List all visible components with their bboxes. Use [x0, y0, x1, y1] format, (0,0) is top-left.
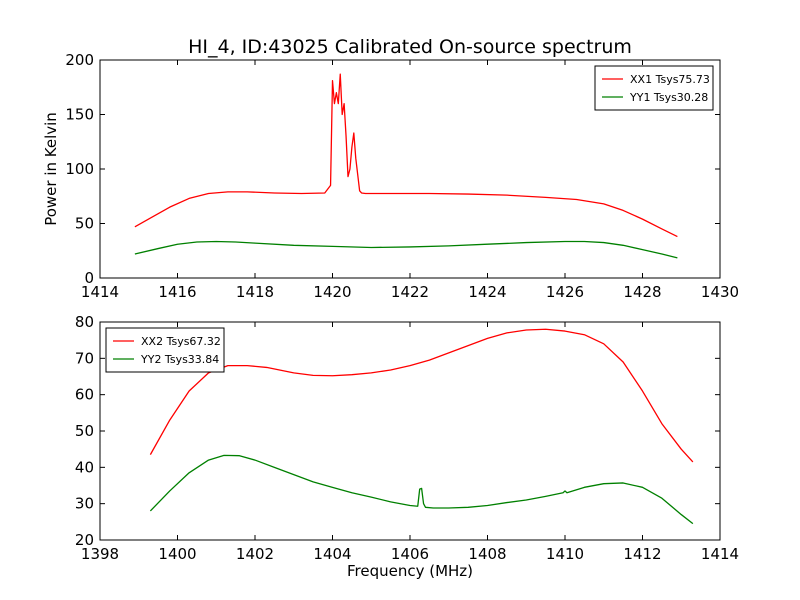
- top-y-tick-label: 50: [75, 215, 94, 233]
- bottom-legend-entry: XX2 Tsys67.32: [141, 335, 221, 348]
- top-y-tick-label: 100: [65, 160, 94, 178]
- bottom-x-tick-label: 1408: [468, 545, 506, 563]
- top-legend: XX1 Tsys75.73 YY1 Tsys30.28: [594, 65, 714, 111]
- bottom-legend-box: [105, 327, 225, 373]
- top-legend-entry: YY1 Tsys30.28: [629, 91, 708, 104]
- top-x-tick-label: 1414: [81, 283, 119, 301]
- bottom-series-line-1: [149, 328, 694, 463]
- bottom-spectrum-chart: 1398 1400 1402 1404 1406 1408 1410 1412 1414 20 30…: [75, 313, 739, 580]
- top-legend-box: [594, 65, 714, 111]
- bottom-x-axis-label: Frequency (MHz): [347, 562, 473, 580]
- top-series-line-2: [134, 240, 678, 259]
- top-y-axis-label: Power in Kelvin: [42, 112, 60, 226]
- top-x-tick-label: 1418: [236, 283, 274, 301]
- bottom-x-tick-label: 1404: [313, 545, 351, 563]
- bottom-y-tick-label: 30: [75, 495, 94, 513]
- top-y-tick-label: 150: [65, 106, 94, 124]
- bottom-x-tick-label: 1410: [546, 545, 584, 563]
- bottom-y-tick-label: 60: [75, 386, 94, 404]
- figure-title: HI_4, ID:43025 Calibrated On-source spec…: [188, 36, 632, 58]
- top-x-tick-label: 1420: [313, 283, 351, 301]
- top-series-line-1: [134, 73, 678, 238]
- bottom-y-tick-label: 80: [75, 313, 94, 331]
- top-y-tick-label: 0: [84, 269, 94, 287]
- bottom-legend: XX2 Tsys67.32 YY2 Tsys33.84: [105, 327, 225, 373]
- bottom-x-tick-label: 1398: [81, 545, 119, 563]
- top-spectrum-chart: 1414 1416 1418 1420 1422 1424 1426 1428 1430 0 50 1…: [42, 51, 739, 301]
- bottom-series-line-2: [149, 454, 694, 525]
- top-x-tick-label: 1426: [546, 283, 584, 301]
- top-legend-entry: XX1 Tsys75.73: [630, 73, 710, 86]
- top-x-tick-label: 1416: [158, 283, 196, 301]
- bottom-y-tick-label: 50: [75, 422, 94, 440]
- top-x-tick-label: 1424: [468, 283, 506, 301]
- bottom-y-tick-label: 40: [75, 458, 94, 476]
- top-x-tick-label: 1430: [701, 283, 739, 301]
- top-y-tick-label: 200: [65, 51, 94, 69]
- bottom-x-tick-label: 1406: [391, 545, 429, 563]
- bottom-x-tick-label: 1400: [158, 545, 196, 563]
- top-x-tick-label: 1428: [623, 283, 661, 301]
- top-x-tick-label: 1422: [391, 283, 429, 301]
- bottom-y-tick-label: 20: [75, 531, 94, 549]
- bottom-x-tick-label: 1414: [701, 545, 739, 563]
- bottom-x-tick-label: 1412: [623, 545, 661, 563]
- bottom-legend-entry: YY2 Tsys33.84: [140, 353, 219, 366]
- bottom-y-tick-label: 70: [75, 349, 94, 367]
- bottom-x-tick-label: 1402: [236, 545, 274, 563]
